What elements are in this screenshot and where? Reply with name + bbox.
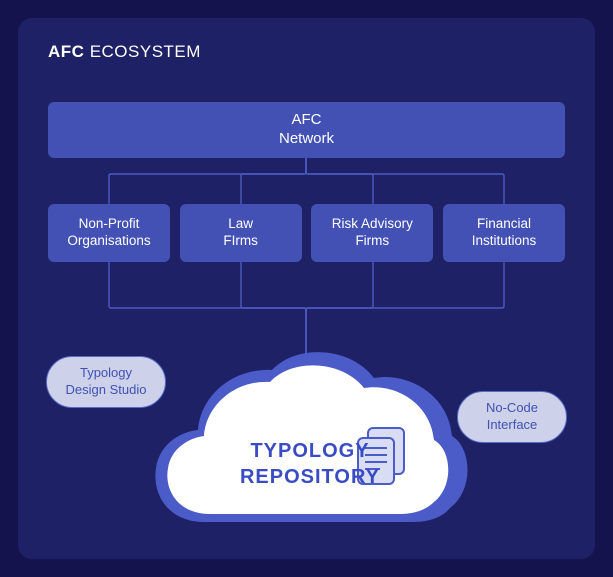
cloud-line2: REPOSITORY (150, 464, 470, 490)
pill-line1: Typology (61, 365, 151, 382)
org-line2: Firms (355, 233, 389, 250)
cloud-line1: TYPOLOGY (150, 438, 470, 464)
org-line2: Institutions (472, 233, 537, 250)
typology-repository-cloud: TYPOLOGY REPOSITORY (150, 350, 470, 540)
org-box-nonprofit: Non-Profit Organisations (48, 204, 170, 262)
network-line1: AFC (48, 111, 565, 130)
org-line1: Law (228, 216, 253, 233)
pill-line2: Interface (472, 417, 552, 434)
cloud-label: TYPOLOGY REPOSITORY (150, 438, 470, 490)
network-line2: Network (48, 130, 565, 149)
afc-network-box: AFC Network (48, 102, 565, 158)
title-bold: AFC (48, 42, 84, 61)
pill-no-code-interface: No-Code Interface (457, 391, 567, 443)
org-line2: Organisations (67, 233, 150, 250)
page-title: AFC ECOSYSTEM (48, 42, 201, 62)
pill-line1: No-Code (472, 400, 552, 417)
org-box-financial: Financial Institutions (443, 204, 565, 262)
org-line1: Risk Advisory (332, 216, 413, 233)
pill-line2: Design Studio (61, 382, 151, 399)
org-line1: Financial (477, 216, 531, 233)
pill-typology-design-studio: Typology Design Studio (46, 356, 166, 408)
org-line1: Non-Profit (79, 216, 140, 233)
org-row: Non-Profit Organisations Law FIrms Risk … (48, 204, 565, 262)
org-box-law: Law FIrms (180, 204, 302, 262)
org-box-risk: Risk Advisory Firms (311, 204, 433, 262)
title-light: ECOSYSTEM (90, 42, 201, 61)
org-line2: FIrms (223, 233, 258, 250)
ecosystem-panel: AFC ECOSYSTEM AFC Network Non-Profit Org… (18, 18, 595, 559)
